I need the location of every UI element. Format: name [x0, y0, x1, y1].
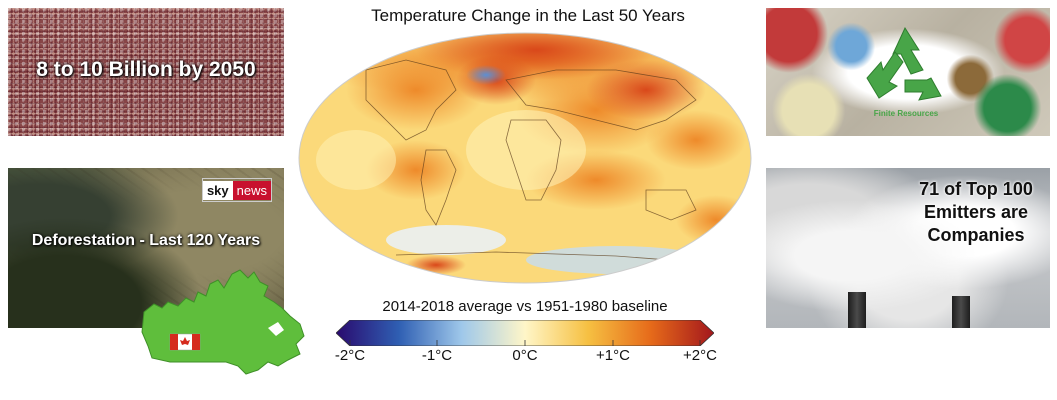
population-crowd-image: 8 to 10 Billion by 2050	[8, 8, 284, 136]
recycle-icon	[866, 26, 942, 101]
deforestation-label: Deforestation - Last 120 Years	[31, 232, 261, 249]
emitters-line-1: 71 of Top 100	[919, 179, 1033, 199]
canada-map-icon	[141, 269, 305, 375]
colorbar-ticks	[349, 340, 701, 346]
tick-label-zero: 0°C	[512, 347, 538, 364]
population-label: 8 to 10 Billion by 2050	[36, 58, 256, 81]
emitters-line-2: Emitters are	[923, 202, 1029, 222]
map-title: Temperature Change in the Last 50 Years	[371, 6, 685, 25]
sky-news-logo: sky news	[201, 178, 272, 202]
canada-flag-icon	[169, 333, 201, 351]
baseline-caption: 2014-2018 average vs 1951-1980 baseline	[382, 298, 668, 315]
temperature-colorbar	[336, 320, 714, 346]
emitters-line-3: Companies	[927, 225, 1025, 245]
finite-resources-label: Finite Resources	[873, 109, 939, 118]
smokestack-left	[848, 292, 866, 328]
tick-label-minus-2: -2°C	[334, 347, 366, 364]
tick-label-minus-1: -1°C	[421, 347, 453, 364]
emitters-smokestacks-image: 71 of Top 100 Emitters are Companies	[766, 168, 1050, 328]
sky-logo-text: sky	[202, 180, 233, 200]
news-logo-text: news	[232, 180, 271, 200]
tick-label-plus-1: +1°C	[596, 347, 630, 364]
deforestation-image: sky news Deforestation - Last 120 Years	[8, 168, 284, 328]
tick-label-plus-2: +2°C	[683, 347, 717, 364]
smokestack-right	[952, 296, 970, 328]
finite-resources-image: Finite Resources	[766, 8, 1050, 136]
emitters-label: 71 of Top 100 Emitters are Companies	[906, 178, 1046, 247]
world-temperature-map	[298, 32, 752, 284]
